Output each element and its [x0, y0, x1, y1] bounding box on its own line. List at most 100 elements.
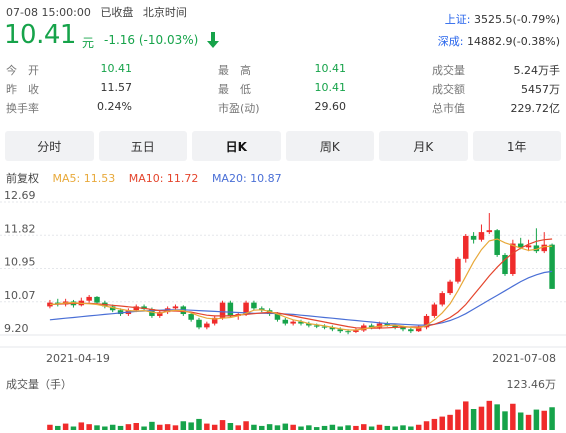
volume-bar — [549, 407, 555, 430]
volume-bar — [392, 426, 398, 430]
index-shanghai[interactable]: 上证: 3525.5(-0.79%) — [445, 11, 560, 27]
y-tick-label: 10.07 — [4, 289, 36, 302]
x-end-label: 2021-07-08 — [492, 352, 556, 365]
tab-intraday[interactable]: 分时 — [5, 131, 94, 161]
ma10-label: MA10: 11.72 — [128, 172, 199, 185]
y-tick-label: 10.95 — [4, 256, 36, 269]
candle-body — [204, 323, 210, 328]
price-adjust-label: 前复权 — [6, 172, 39, 185]
volume-bar — [204, 423, 210, 430]
stat-value: 5.24万手 — [513, 64, 561, 77]
stat-label: 昨 收 — [6, 83, 39, 96]
candle-body — [376, 323, 383, 328]
stat-label: 成交量 — [432, 64, 465, 77]
volume-bar — [463, 401, 469, 430]
y-axis-labels: 12.69 11.82 10.95 10.07 9.20 — [4, 190, 36, 335]
candle-body — [157, 312, 163, 316]
volume-bar — [55, 425, 61, 430]
y-tick-label: 9.20 — [4, 322, 29, 335]
ma20-line — [49, 270, 553, 326]
tab-five-day[interactable]: 五日 — [98, 131, 187, 161]
volume-bar — [188, 422, 194, 430]
volume-bar — [313, 427, 320, 430]
volume-bar — [290, 424, 296, 430]
stat-value: 5457万 — [521, 83, 560, 96]
volume-bar — [400, 425, 406, 430]
volume-bar — [47, 424, 53, 430]
candle-body — [502, 254, 508, 275]
volume-bar — [384, 425, 391, 430]
candle-body — [321, 326, 328, 328]
volume-bar — [102, 426, 108, 430]
kline-chart[interactable]: 12.69 11.82 10.95 10.07 9.20 2021-04-19 2021… — [0, 190, 566, 433]
volume-bar — [133, 423, 139, 430]
candle-body — [392, 325, 398, 328]
candle-body — [86, 296, 92, 301]
candle-body — [227, 302, 234, 316]
index-shanghai-label: 上证: — [444, 13, 471, 26]
candle-body — [549, 244, 555, 289]
candle-body — [486, 230, 493, 233]
volume-bar — [376, 424, 383, 430]
volume-bar — [321, 425, 328, 430]
volume-bar — [517, 412, 524, 430]
candle-body — [243, 302, 249, 315]
volume-bar — [470, 409, 477, 430]
volume-bar — [125, 424, 132, 430]
candle-body — [251, 302, 257, 309]
candle-body — [306, 323, 312, 326]
volume-bar — [172, 425, 179, 430]
volume-bar — [266, 424, 273, 430]
volume-bar — [337, 426, 343, 430]
stat-label: 最 高 — [218, 64, 251, 77]
index-shenzhen[interactable]: 深成: 14882.9(-0.38%) — [438, 33, 560, 49]
volume-bar — [502, 411, 508, 430]
tab-monthly-k[interactable]: 月K — [379, 131, 468, 161]
volume-bar — [94, 425, 100, 430]
quote-time: 07-08 15:00:00 — [6, 6, 91, 19]
candle-body — [408, 329, 414, 332]
volume-bar — [415, 424, 422, 430]
index-shenzhen-label: 深成: — [437, 35, 464, 48]
volume-bar — [62, 423, 69, 430]
stat-value: 11.57 — [100, 81, 133, 94]
candle-body — [423, 315, 430, 328]
tab-one-year[interactable]: 1年 — [472, 131, 561, 161]
stat-value: 10.41 — [314, 62, 347, 75]
candle-body — [313, 325, 320, 327]
candle-body — [400, 327, 406, 330]
volume-bar — [243, 421, 249, 430]
candle-body — [510, 243, 516, 275]
price-unit: 元 — [82, 36, 95, 50]
volume-bar — [78, 422, 85, 430]
volume-bar — [353, 425, 359, 430]
stat-label: 成交额 — [432, 83, 465, 96]
stat-label: 总市值 — [432, 102, 465, 115]
candle-body — [133, 306, 139, 311]
candle-body — [188, 314, 194, 320]
volume-bar — [329, 424, 336, 430]
volume-bar — [109, 424, 116, 430]
tab-daily-k[interactable]: 日K — [192, 131, 281, 161]
volume-bar — [251, 424, 257, 430]
volume-bar — [274, 425, 281, 430]
volume-bar — [259, 425, 265, 430]
tab-weekly-k[interactable]: 周K — [285, 131, 374, 161]
candle-body — [439, 293, 445, 305]
volume-bar — [423, 421, 430, 430]
candle-body — [517, 243, 524, 248]
volume-bar — [141, 426, 147, 430]
volume-bar — [478, 406, 485, 430]
candle-body — [329, 327, 336, 330]
period-tabs: 分时 五日 日K 周K 月K 1年 — [5, 131, 561, 161]
candle-body — [290, 321, 296, 324]
volume-bar — [149, 421, 155, 430]
ma20-label: MA20: 10.87 — [211, 172, 282, 185]
volume-max-label: 123.46万 — [507, 378, 557, 391]
candle-body — [384, 323, 391, 326]
moving-averages — [49, 238, 553, 331]
volume-bar — [486, 400, 493, 430]
candle-body — [447, 281, 453, 294]
volume-bar — [157, 424, 163, 430]
volume-bar — [494, 404, 500, 430]
